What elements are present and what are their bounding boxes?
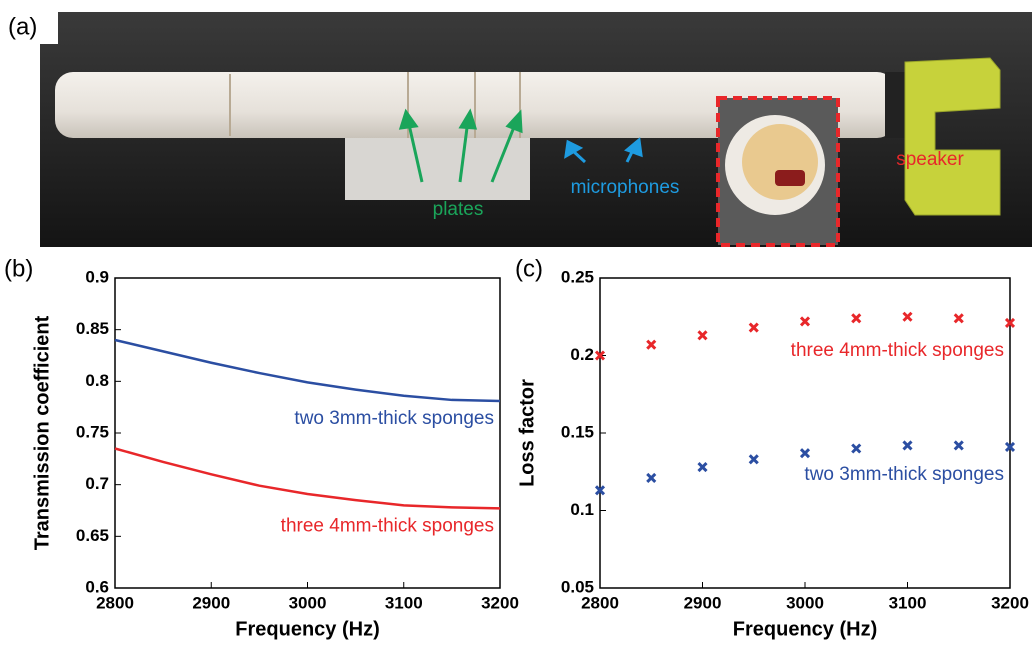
series-label: two 3mm-thick sponges <box>804 464 1004 485</box>
photo-label: microphones <box>571 177 680 198</box>
photo: plates microphones speaker <box>40 12 1032 247</box>
panel-label: (c) <box>515 255 543 282</box>
y-tick-label: 0.25 <box>561 267 594 286</box>
photo-label: speaker <box>896 149 964 170</box>
y-tick-label: 0.8 <box>85 371 109 390</box>
point <box>801 449 809 457</box>
series-label: two 3mm-thick sponges <box>294 408 494 429</box>
point <box>904 441 912 449</box>
x-axis-title: Frequency (Hz) <box>733 618 877 640</box>
panel-label: (a) <box>8 13 37 40</box>
line <box>115 449 500 509</box>
x-tick-label: 3100 <box>385 593 423 612</box>
x-tick-label: 3200 <box>481 593 519 612</box>
x-tick-label: 2800 <box>581 593 619 612</box>
panel-label: (b) <box>4 255 33 282</box>
photo-label: plates <box>433 199 484 220</box>
y-axis-title: Transmission coefficient <box>31 315 53 550</box>
point <box>955 314 963 322</box>
point <box>801 317 809 325</box>
y-tick-label: 0.2 <box>570 345 594 364</box>
point <box>904 313 912 321</box>
inset-inside <box>742 124 818 200</box>
series-label: three 4mm-thick sponges <box>791 340 1004 361</box>
figure: plates microphones speaker (a) (b)0.60.6… <box>0 0 1032 645</box>
point <box>699 463 707 471</box>
point <box>852 314 860 322</box>
plot-frame <box>115 278 500 588</box>
point <box>699 331 707 339</box>
x-tick-label: 3000 <box>786 593 824 612</box>
x-tick-label: 2900 <box>684 593 722 612</box>
x-tick-label: 2800 <box>96 593 134 612</box>
x-tick-label: 2900 <box>192 593 230 612</box>
x-tick-label: 3200 <box>991 593 1029 612</box>
point <box>750 455 758 463</box>
point <box>852 445 860 453</box>
line <box>115 340 500 401</box>
page: plates microphones speaker (a) (b)0.60.6… <box>0 0 1032 645</box>
x-tick-label: 3000 <box>289 593 327 612</box>
y-tick-label: 0.75 <box>76 422 109 441</box>
x-tick-label: 3100 <box>889 593 927 612</box>
point <box>647 474 655 482</box>
y-tick-label: 0.15 <box>561 422 594 441</box>
inset-mic <box>775 170 805 186</box>
y-tick-label: 0.9 <box>85 267 109 286</box>
y-tick-label: 0.85 <box>76 319 109 338</box>
support-block <box>345 135 530 200</box>
x-axis-title: Frequency (Hz) <box>235 618 379 640</box>
series-label: three 4mm-thick sponges <box>281 515 494 536</box>
y-tick-label: 0.1 <box>570 500 594 519</box>
y-axis-title: Loss factor <box>516 379 538 487</box>
point <box>955 441 963 449</box>
plot-frame <box>600 278 1010 588</box>
y-tick-label: 0.7 <box>85 474 109 493</box>
y-tick-label: 0.65 <box>76 526 109 545</box>
point <box>647 341 655 349</box>
point <box>750 324 758 332</box>
